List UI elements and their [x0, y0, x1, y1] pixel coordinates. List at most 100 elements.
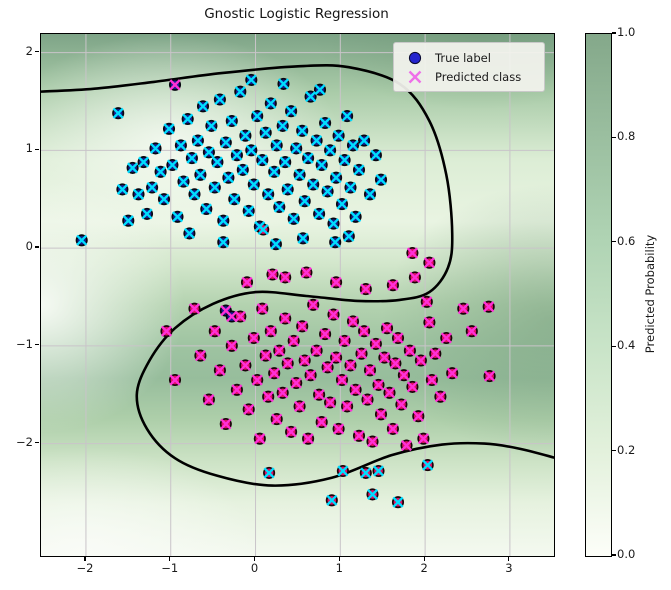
pred-x-marker [372, 465, 385, 477]
pred-x-marker [122, 215, 134, 227]
pred-x-marker [327, 309, 340, 321]
y-tick-mark [34, 246, 39, 248]
x-tick-label: 3 [505, 561, 513, 575]
colorbar-tick-mark [611, 241, 616, 243]
pred-x-marker [327, 218, 340, 230]
pred-x-marker [245, 144, 257, 156]
pred-x-marker [290, 142, 302, 154]
pred-x-marker [330, 172, 342, 184]
pred-x-marker [226, 115, 238, 127]
pred-x-marker [175, 139, 187, 151]
pred-x-marker [234, 86, 246, 98]
pred-x-marker [282, 183, 294, 195]
pred-x-marker [446, 367, 458, 379]
pred-x-marker [415, 354, 427, 367]
y-tick-mark [34, 50, 39, 53]
pred-x-marker [329, 236, 341, 248]
pred-x-marker [163, 123, 175, 135]
x-tick-mark [508, 556, 510, 561]
pred-x-marker [381, 322, 393, 334]
pred-x-marker [361, 394, 374, 406]
pred-x-marker [347, 315, 359, 327]
y-tick-label: −2 [16, 434, 33, 449]
pred-x-marker [116, 183, 128, 195]
pred-x-marker [319, 117, 331, 129]
pred-x-marker [302, 433, 314, 445]
pred-x-marker [387, 423, 399, 435]
pred-x-marker [277, 78, 290, 90]
pred-x-marker [270, 238, 282, 250]
y-tick-label: 1 [25, 141, 33, 156]
pred-x-marker [412, 410, 424, 422]
pred-x-marker [271, 139, 283, 151]
pred-x-marker [127, 162, 139, 174]
pred-x-marker [370, 338, 382, 350]
pred-x-marker [288, 335, 300, 347]
pred-x-marker [409, 271, 421, 283]
circle-marker-icon [408, 51, 422, 64]
pred-x-marker [248, 178, 260, 191]
scatter-plot-canvas [41, 34, 554, 556]
pred-x-marker [288, 213, 300, 225]
y-tick-label: −1 [16, 336, 33, 351]
pred-x-marker [344, 359, 357, 371]
pred-x-marker [333, 130, 345, 142]
pred-x-marker [392, 496, 404, 508]
pred-x-marker [266, 268, 279, 281]
pred-x-marker [417, 433, 429, 445]
pred-x-marker [220, 136, 232, 149]
pred-x-marker [324, 144, 336, 156]
pred-x-marker [360, 283, 372, 295]
pred-x-marker [203, 146, 215, 158]
pred-x-marker [132, 188, 145, 200]
pred-x-marker [194, 169, 206, 181]
pred-x-marker [282, 357, 294, 369]
y-tick-label: 0 [25, 239, 33, 254]
pred-x-marker [389, 357, 401, 369]
y-tick-label: 2 [25, 43, 33, 58]
pred-x-marker [237, 164, 249, 176]
pred-x-marker [339, 154, 351, 166]
pred-x-marker [260, 350, 272, 362]
pred-x-marker [239, 130, 251, 142]
pred-x-marker [316, 159, 328, 171]
pred-x-marker [353, 164, 365, 176]
legend-label-true: True label [435, 50, 491, 65]
pred-x-marker [169, 79, 181, 91]
pred-x-marker [285, 105, 297, 117]
pred-x-marker [231, 384, 243, 396]
pred-x-marker [155, 166, 167, 178]
pred-x-marker [222, 172, 234, 184]
pred-x-marker [336, 374, 348, 386]
pred-x-marker [141, 208, 153, 220]
legend: True label Predicted class [393, 42, 545, 92]
pred-x-marker [311, 135, 323, 147]
pred-x-marker [423, 257, 435, 269]
pred-x-marker [256, 154, 268, 166]
pred-x-marker [350, 211, 362, 223]
pred-x-marker [251, 110, 263, 122]
pred-x-marker [339, 335, 351, 347]
pred-x-marker [347, 139, 359, 151]
x-tick-mark [338, 556, 340, 561]
plot-title: Gnostic Logistic Regression [204, 6, 389, 22]
pred-x-marker [226, 310, 238, 323]
pred-x-marker [256, 303, 268, 315]
y-tick-mark [34, 344, 39, 346]
x-tick-label: 1 [335, 561, 343, 575]
pred-x-marker [243, 403, 255, 415]
pred-x-marker [273, 345, 285, 357]
pred-x-marker [260, 127, 272, 139]
pred-x-marker [214, 364, 226, 376]
pred-x-marker [324, 396, 336, 409]
decision-boundary [41, 63, 554, 487]
colorbar-tick-mark [611, 554, 616, 556]
x-tick-mark [84, 556, 86, 561]
x-tick-mark [253, 556, 256, 561]
pred-x-marker [440, 332, 452, 344]
colorbar-tick-mark [611, 450, 616, 452]
pred-x-marker [279, 271, 291, 283]
pred-x-marker [188, 303, 201, 315]
pred-x-marker [138, 156, 150, 168]
